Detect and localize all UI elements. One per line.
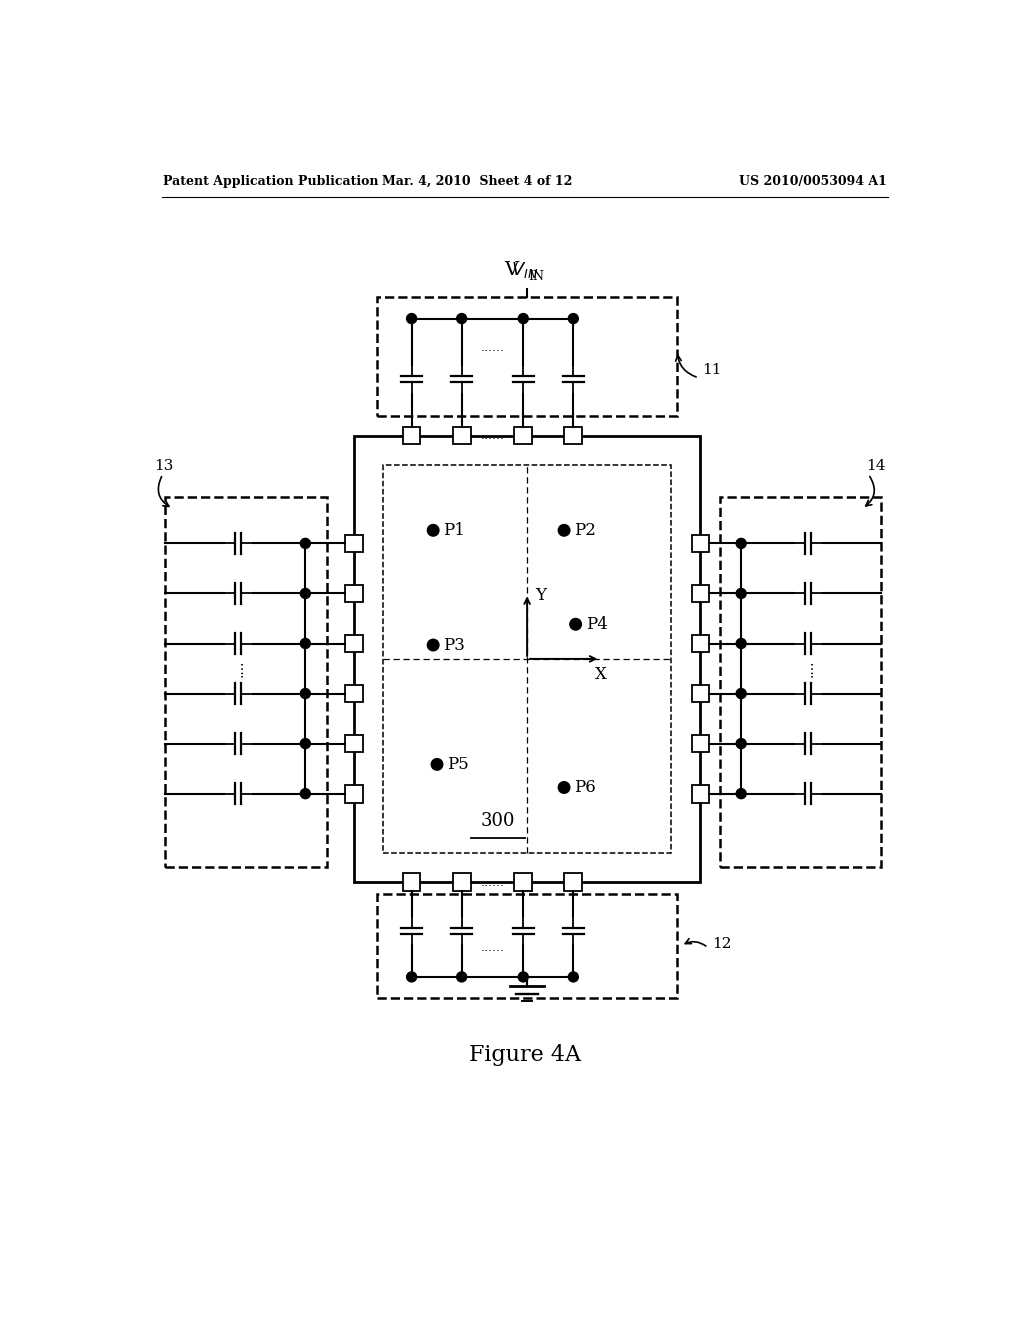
Circle shape	[427, 639, 439, 651]
Circle shape	[300, 689, 310, 698]
Circle shape	[457, 314, 467, 323]
Circle shape	[407, 972, 417, 982]
Circle shape	[300, 539, 310, 548]
Text: Y: Y	[535, 587, 546, 605]
Circle shape	[736, 788, 746, 799]
Bar	[514, 874, 532, 891]
Bar	[377, 894, 677, 998]
Circle shape	[300, 639, 310, 648]
Text: 13: 13	[154, 459, 173, 474]
Circle shape	[518, 314, 528, 323]
Circle shape	[736, 589, 746, 598]
Circle shape	[736, 539, 746, 548]
Text: ....: ....	[231, 660, 246, 677]
Bar	[453, 426, 470, 445]
Bar	[377, 297, 677, 416]
Text: 14: 14	[866, 459, 886, 474]
Text: Patent Application Publication: Patent Application Publication	[163, 176, 379, 187]
Text: ......: ......	[480, 429, 505, 442]
Circle shape	[300, 589, 310, 598]
Bar	[354, 436, 700, 882]
Bar	[453, 874, 470, 891]
Text: 300: 300	[481, 812, 515, 829]
Bar	[345, 535, 362, 552]
Circle shape	[736, 639, 746, 648]
Text: ......: ......	[480, 342, 505, 354]
Text: P6: P6	[574, 779, 596, 796]
Circle shape	[568, 972, 579, 982]
Circle shape	[427, 524, 439, 536]
Circle shape	[569, 619, 582, 630]
Bar	[691, 785, 710, 803]
Circle shape	[300, 739, 310, 748]
Text: IN: IN	[528, 269, 545, 282]
Bar	[402, 426, 421, 445]
Text: Mar. 4, 2010  Sheet 4 of 12: Mar. 4, 2010 Sheet 4 of 12	[382, 176, 572, 187]
Bar	[691, 535, 710, 552]
Circle shape	[736, 689, 746, 698]
Text: ......: ......	[480, 941, 505, 954]
Text: P4: P4	[586, 615, 607, 632]
Bar	[514, 426, 532, 445]
Bar	[564, 426, 583, 445]
Bar	[720, 498, 882, 867]
Text: Figure 4A: Figure 4A	[469, 1044, 581, 1067]
Circle shape	[300, 788, 310, 799]
Text: $V_{IN}$: $V_{IN}$	[511, 260, 539, 280]
Text: P2: P2	[574, 521, 596, 539]
Circle shape	[407, 314, 417, 323]
Text: 12: 12	[712, 937, 731, 950]
Bar	[691, 635, 710, 652]
Bar	[345, 785, 362, 803]
Text: P1: P1	[443, 521, 465, 539]
Circle shape	[568, 314, 579, 323]
Text: US 2010/0053094 A1: US 2010/0053094 A1	[739, 176, 887, 187]
Bar	[402, 874, 421, 891]
Bar	[345, 735, 362, 752]
Bar	[165, 498, 327, 867]
Text: X: X	[595, 665, 607, 682]
Bar	[691, 585, 710, 602]
Bar	[345, 685, 362, 702]
Circle shape	[518, 972, 528, 982]
Text: ....: ....	[801, 660, 815, 677]
Bar	[691, 735, 710, 752]
Bar	[691, 685, 710, 702]
Text: P5: P5	[447, 756, 469, 774]
Text: V: V	[504, 261, 518, 279]
Text: ......: ......	[480, 875, 505, 888]
Text: P3: P3	[443, 636, 465, 653]
Bar	[383, 465, 671, 853]
Bar	[564, 874, 583, 891]
Bar	[345, 635, 362, 652]
Circle shape	[431, 759, 442, 770]
Circle shape	[457, 972, 467, 982]
Circle shape	[736, 739, 746, 748]
Text: 11: 11	[701, 363, 721, 378]
Circle shape	[558, 524, 569, 536]
Circle shape	[558, 781, 569, 793]
Bar	[345, 585, 362, 602]
